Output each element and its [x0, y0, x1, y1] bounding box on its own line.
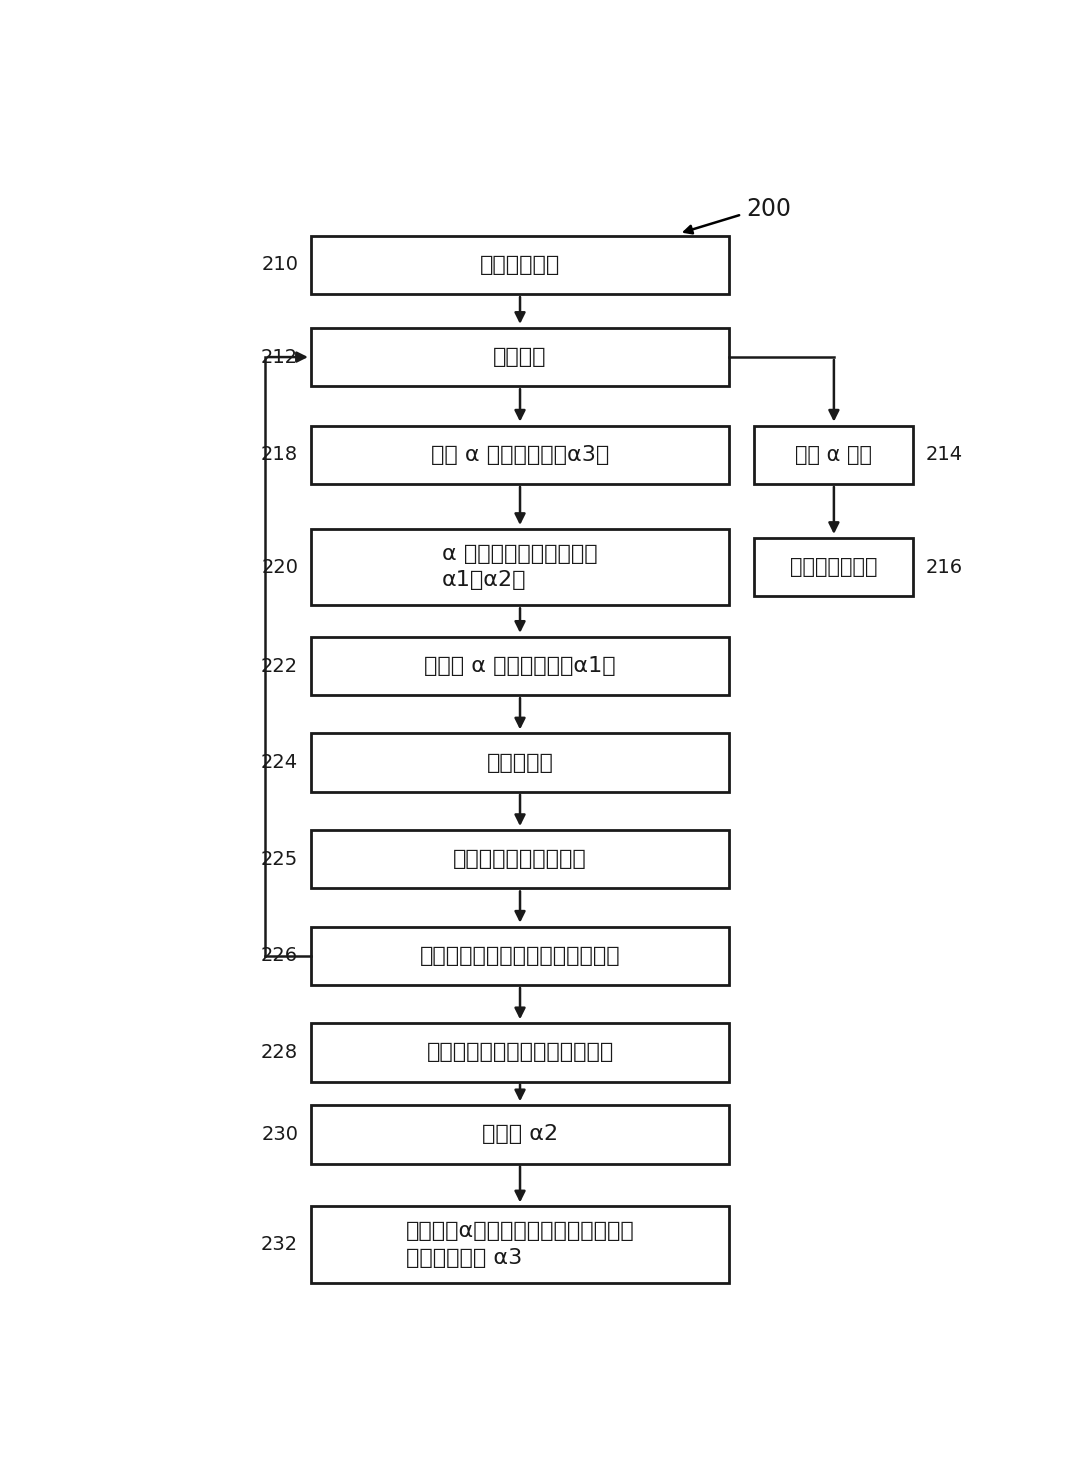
Bar — [311, 328, 729, 387]
Text: 不进行任何操作: 不进行任何操作 — [791, 557, 878, 578]
Text: 检查定时器: 检查定时器 — [487, 753, 553, 773]
Text: 226: 226 — [261, 947, 298, 966]
Text: 232: 232 — [261, 1236, 298, 1255]
Bar — [754, 538, 914, 597]
Bar — [311, 236, 729, 295]
Bar — [311, 636, 729, 696]
Text: 216: 216 — [926, 557, 963, 576]
Bar — [311, 1106, 729, 1164]
Text: 大于 α 激活（例如，α3）: 大于 α 激活（例如，α3） — [431, 445, 609, 465]
Text: 230: 230 — [261, 1125, 298, 1144]
Text: 检查约定阀值: 检查约定阀值 — [480, 255, 561, 274]
Bar — [311, 426, 729, 484]
Bar — [754, 426, 914, 484]
Bar — [311, 1207, 729, 1282]
Bar — [311, 830, 729, 889]
Text: 218: 218 — [261, 445, 298, 464]
Text: 限制成 α2: 限制成 α2 — [482, 1125, 558, 1144]
Text: 小于 α 激活: 小于 α 激活 — [795, 445, 873, 465]
Text: 228: 228 — [261, 1043, 298, 1062]
Bar — [311, 530, 729, 605]
Text: 220: 220 — [261, 557, 298, 576]
Bar — [311, 926, 729, 985]
Bar — [311, 1023, 729, 1081]
Text: 224: 224 — [261, 753, 298, 772]
Text: 大于最大时间或者预定标准满足: 大于最大时间或者预定标准满足 — [427, 1043, 613, 1062]
Text: 测量攻角: 测量攻角 — [494, 347, 546, 368]
Text: 222: 222 — [261, 657, 298, 676]
Text: 200: 200 — [746, 197, 791, 220]
Text: 限制成 α 界限（例如，α1）: 限制成 α 界限（例如，α1） — [424, 657, 616, 676]
Text: 225: 225 — [261, 849, 298, 868]
Text: 212: 212 — [261, 347, 298, 366]
Text: 210: 210 — [261, 255, 298, 274]
Text: 小于最大时间并且预定标准未满足: 小于最大时间并且预定标准未满足 — [420, 945, 620, 966]
Text: α 界限选择逻辑（例如，
α1与α2）: α 界限选择逻辑（例如， α1与α2） — [442, 544, 598, 591]
Bar — [311, 734, 729, 792]
Text: 214: 214 — [926, 445, 963, 464]
Text: 继续测量α，直到飞行员干预或者控制
输入实现小于 α3: 继续测量α，直到飞行员干预或者控制 输入实现小于 α3 — [406, 1221, 634, 1268]
Text: 检查是否满足预定标准: 检查是否满足预定标准 — [454, 849, 586, 870]
